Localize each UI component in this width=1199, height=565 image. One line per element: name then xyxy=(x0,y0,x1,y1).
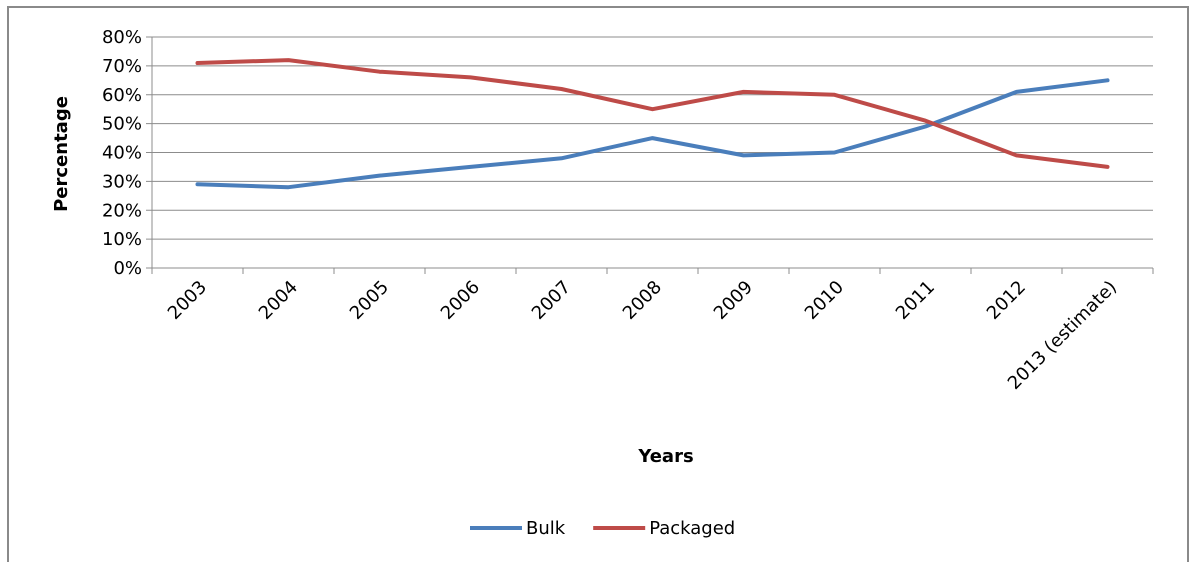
y-tick-label: 0% xyxy=(113,258,142,279)
x-tick-label: 2005 xyxy=(346,277,393,324)
y-tick-label: 30% xyxy=(102,171,142,192)
series-lines xyxy=(195,58,1110,190)
series-line-packaged xyxy=(195,58,1110,169)
x-tick-label: 2010 xyxy=(801,277,848,324)
x-tick-label: 2012 xyxy=(983,277,1030,324)
y-tick-label: 20% xyxy=(102,200,142,221)
axes xyxy=(146,36,1154,274)
legend-label-bulk: Bulk xyxy=(526,518,566,539)
x-tick-label: 2011 xyxy=(892,277,939,324)
y-axis-title: Percentage xyxy=(51,96,72,212)
y-tick-labels: 0% 10% 20% 30% 40% 50% 60% 70% 80% xyxy=(102,27,142,279)
x-tick-label: 2006 xyxy=(437,277,484,324)
y-tick-label: 80% xyxy=(102,27,142,48)
x-axis-title: Years xyxy=(637,446,693,467)
x-tick-label: 2008 xyxy=(619,277,666,324)
x-tick-label: 2007 xyxy=(528,277,575,324)
legend: Bulk Packaged xyxy=(470,518,735,539)
x-tick-labels: 2003 2004 2005 2006 2007 2008 2009 2010 2011 2012… xyxy=(164,277,1121,394)
x-tick-label: 2009 xyxy=(710,277,757,324)
y-tick-label: 60% xyxy=(102,85,142,106)
legend-label-packaged: Packaged xyxy=(649,518,735,539)
y-tick-label: 40% xyxy=(102,143,142,164)
x-tick-label: 2004 xyxy=(255,277,302,324)
series-line-bulk xyxy=(195,78,1110,190)
x-tick-label: 2003 xyxy=(164,277,211,324)
y-tick-label: 10% xyxy=(102,229,142,250)
y-tick-label: 70% xyxy=(102,56,142,77)
y-tick-label: 50% xyxy=(102,114,142,135)
